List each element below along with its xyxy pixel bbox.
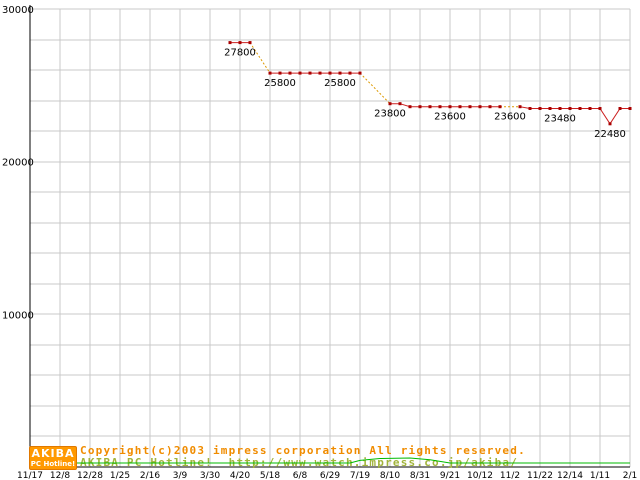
data-point-marker — [338, 71, 342, 75]
x-tick-label: 6/29 — [320, 471, 340, 480]
x-tick-label: 4/20 — [230, 471, 250, 480]
x-tick-label: 11/22 — [527, 471, 553, 480]
x-tick-label: 11/17 — [17, 471, 43, 480]
data-point-marker — [468, 105, 472, 109]
data-point-marker — [618, 107, 622, 110]
data-point-marker — [268, 71, 272, 75]
data-point-marker — [448, 105, 452, 109]
data-point-marker — [498, 105, 502, 109]
data-point-marker — [428, 105, 432, 109]
data-point-marker — [488, 105, 492, 109]
price-annotation: 23480 — [544, 114, 576, 125]
series-line — [519, 106, 630, 125]
x-tick-label: 3/9 — [173, 471, 188, 480]
x-tick-label: 1/25 — [110, 471, 130, 480]
x-axis-labels: 11/17 12/8 12/28 1/25 2/16 3/9 3/30 4/20 5/18 6/8… — [17, 471, 637, 480]
akiba-logo-subtitle: PC Hotline! — [30, 460, 76, 468]
x-tick-label: 8/31 — [410, 471, 430, 480]
x-tick-label: 2/16 — [140, 471, 160, 480]
series-line — [359, 72, 391, 105]
akiba-logo: AKIBA PC Hotline! — [29, 446, 77, 470]
price-annotation: 25800 — [324, 78, 356, 89]
data-point-marker — [458, 105, 462, 109]
data-point-marker — [528, 107, 532, 110]
x-tick-label: 6/8 — [293, 471, 308, 480]
data-point-marker — [568, 107, 572, 110]
data-point-marker — [248, 41, 252, 45]
data-point-marker — [548, 107, 552, 110]
data-point-marker — [518, 105, 522, 109]
x-tick-label: 10/12 — [467, 471, 493, 480]
x-tick-label: 5/18 — [260, 471, 280, 480]
y-axis-labels: 10000 20000 30000 — [2, 5, 34, 321]
data-point-marker — [308, 71, 312, 75]
data-point-marker — [298, 71, 302, 75]
copyright-watermark: Copyright(c)2003 impress corporation All… — [80, 444, 526, 469]
x-tick-label: 12/14 — [557, 471, 583, 480]
data-point-marker — [578, 107, 582, 110]
y-tick-label: 10000 — [2, 310, 34, 321]
price-annotation: 25800 — [264, 78, 296, 89]
data-point-marker — [538, 107, 542, 110]
gridlines — [29, 8, 631, 467]
price-annotation: 22480 — [594, 129, 626, 140]
data-point-marker — [408, 105, 412, 109]
y-tick-label: 30000 — [2, 5, 34, 16]
data-point-marker — [418, 105, 422, 109]
data-point-marker — [598, 107, 602, 110]
copyright-line-1: Copyright(c)2003 impress corporation All… — [80, 444, 526, 457]
data-point-marker — [388, 102, 392, 106]
data-point-marker — [438, 105, 442, 109]
data-point-marker — [238, 41, 242, 45]
series-line — [30, 457, 630, 464]
data-point-marker — [588, 107, 592, 110]
series-price — [228, 41, 632, 126]
x-tick-label: 1/11 — [590, 471, 610, 480]
data-point-marker — [558, 107, 562, 110]
x-tick-label: 7/19 — [350, 471, 370, 480]
data-point-marker — [348, 71, 352, 75]
data-point-marker — [608, 122, 612, 126]
price-annotation: 27800 — [224, 48, 256, 59]
data-point-marker — [358, 71, 362, 75]
price-annotation: 23600 — [434, 112, 466, 123]
x-tick-label: 2/1 — [623, 471, 637, 480]
price-annotation: 23600 — [494, 112, 526, 123]
x-tick-label: 12/8 — [50, 471, 70, 480]
data-point-marker — [628, 107, 632, 110]
x-tick-label: 12/28 — [77, 471, 103, 480]
data-point-marker — [398, 102, 402, 106]
x-tick-label: 3/30 — [200, 471, 220, 480]
data-point-marker — [278, 71, 282, 75]
x-tick-label: 9/21 — [440, 471, 460, 480]
data-point-marker — [318, 71, 322, 75]
annotations: 27800 25800 25800 23800 23600 23600 23480 22480 — [224, 48, 626, 140]
series-line — [390, 103, 500, 108]
y-tick-label: 20000 — [2, 158, 34, 169]
data-point-marker — [288, 71, 292, 75]
data-point-marker — [228, 41, 232, 45]
x-tick-label: 8/10 — [380, 471, 400, 480]
data-point-marker — [478, 105, 482, 109]
price-annotation: 23800 — [374, 109, 406, 120]
akiba-logo-title: AKIBA — [31, 447, 75, 460]
series-secondary — [30, 457, 630, 464]
data-point-marker — [328, 71, 332, 75]
x-tick-label: 11/2 — [500, 471, 520, 480]
